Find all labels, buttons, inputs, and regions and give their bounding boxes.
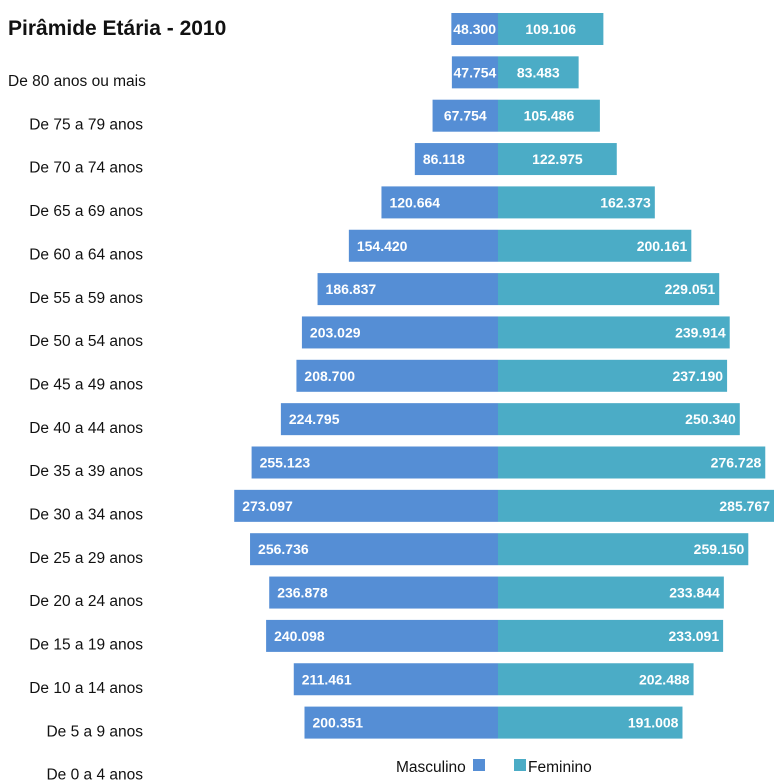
bar-feminino [498, 533, 749, 566]
category-label: De 60 a 64 anos [29, 246, 143, 263]
bar-masculino [451, 13, 498, 45]
category-label: De 15 a 19 anos [29, 637, 143, 654]
data-label-masculino: 255.123 [260, 455, 311, 471]
masculino-bars [234, 13, 498, 739]
bar-feminino [498, 403, 740, 436]
legend: Masculino Feminino [396, 759, 592, 776]
category-label: De 55 a 59 anos [29, 290, 143, 307]
bar-masculino [317, 273, 498, 306]
category-labels: De 80 anos ou mais De 75 a 79 anos De 70 a… [8, 73, 146, 780]
category-label: De 45 a 49 anos [29, 376, 143, 393]
bar-masculino [348, 229, 498, 262]
category-label: De 20 a 24 anos [29, 593, 143, 610]
bar-feminino [498, 316, 730, 349]
bar-feminino [498, 489, 774, 522]
data-label-feminino: 122.975 [532, 151, 583, 167]
data-label-feminino: 233.091 [669, 628, 720, 644]
bar-masculino [234, 489, 498, 522]
bar-masculino [250, 533, 498, 566]
data-label-feminino: 109.106 [525, 21, 576, 37]
bar-feminino [498, 99, 600, 132]
data-label-feminino: 237.190 [672, 368, 723, 384]
data-label-feminino: 200.161 [637, 238, 688, 254]
bar-feminino [498, 576, 724, 609]
data-label-feminino: 229.051 [665, 281, 716, 297]
category-label: De 80 anos ou mais [8, 73, 146, 90]
bar-masculino [304, 706, 498, 739]
category-label: De 70 a 74 anos [29, 160, 143, 177]
data-label-masculino: 203.029 [310, 324, 361, 340]
bar-feminino [498, 706, 683, 739]
category-label: De 75 a 79 anos [29, 116, 143, 133]
data-label-feminino: 233.844 [669, 585, 720, 601]
data-label-masculino: 154.420 [357, 238, 408, 254]
bar-masculino [251, 446, 498, 479]
data-label-masculino: 86.118 [423, 151, 465, 167]
bar-feminino [498, 13, 604, 45]
bar-masculino [293, 663, 498, 696]
category-label: De 10 a 14 anos [29, 680, 143, 697]
legend-label-feminino: Feminino [528, 759, 592, 776]
bar-masculino [381, 186, 498, 219]
category-label: De 50 a 54 anos [29, 333, 143, 350]
bar-masculino [301, 316, 498, 349]
bar-feminino [498, 186, 655, 219]
bar-feminino [498, 273, 720, 306]
data-label-masculino: 224.795 [289, 411, 340, 427]
category-label: De 5 a 9 anos [46, 723, 143, 740]
bar-feminino [498, 143, 617, 176]
bar-masculino [280, 403, 498, 436]
data-label-feminino: 250.340 [685, 411, 736, 427]
data-label-feminino: 202.488 [639, 671, 690, 687]
bar-masculino [451, 56, 498, 89]
data-label-masculino: 67.754 [444, 108, 487, 124]
data-label-masculino: 273.097 [242, 498, 293, 514]
legend-swatch-feminino [514, 759, 526, 771]
category-label: De 40 a 44 anos [29, 420, 143, 437]
data-label-masculino: 47.754 [454, 64, 497, 80]
data-label-masculino: 256.736 [258, 541, 309, 557]
feminino-bars [498, 13, 774, 739]
data-label-masculino: 240.098 [274, 628, 325, 644]
data-label-feminino: 239.914 [675, 324, 726, 340]
data-label-feminino: 276.728 [711, 455, 762, 471]
category-label: De 25 a 29 anos [29, 550, 143, 567]
bar-masculino [432, 99, 498, 132]
data-label-masculino: 208.700 [304, 368, 355, 384]
bar-feminino [498, 56, 579, 89]
bar-feminino [498, 229, 692, 262]
bar-masculino [414, 143, 498, 176]
data-label-masculino: 48.300 [453, 21, 496, 37]
data-label-masculino: 211.461 [302, 671, 352, 687]
category-label: De 65 a 69 anos [29, 203, 143, 220]
category-label: De 35 a 39 anos [29, 463, 143, 480]
data-label-feminino: 259.150 [694, 541, 745, 557]
data-label-masculino: 200.351 [312, 715, 363, 731]
data-label-masculino: 236.878 [277, 585, 328, 601]
data-label-feminino: 83.483 [517, 64, 560, 80]
bar-feminino [498, 663, 694, 696]
data-label-feminino: 162.373 [600, 194, 651, 210]
data-label-feminino: 285.767 [719, 498, 770, 514]
category-label: De 0 a 4 anos [46, 767, 143, 780]
data-label-feminino: 105.486 [524, 108, 575, 124]
bar-masculino [296, 359, 498, 392]
chart-title: Pirâmide Etária - 2010 [8, 17, 226, 40]
data-label-feminino: 191.008 [628, 715, 679, 731]
bar-feminino [498, 619, 724, 652]
bar-feminino [498, 359, 728, 392]
data-label-masculino: 186.837 [326, 281, 377, 297]
value-labels: 48.300 109.106 47.754 83.483 67.754 105.486 86… [242, 21, 770, 731]
category-label: De 30 a 34 anos [29, 507, 143, 524]
data-label-masculino: 120.664 [389, 194, 440, 210]
bar-masculino [269, 576, 498, 609]
legend-swatch-masculino [473, 759, 485, 771]
bar-masculino [266, 619, 498, 652]
legend-label-masculino: Masculino [396, 759, 466, 776]
bar-feminino [498, 446, 766, 479]
